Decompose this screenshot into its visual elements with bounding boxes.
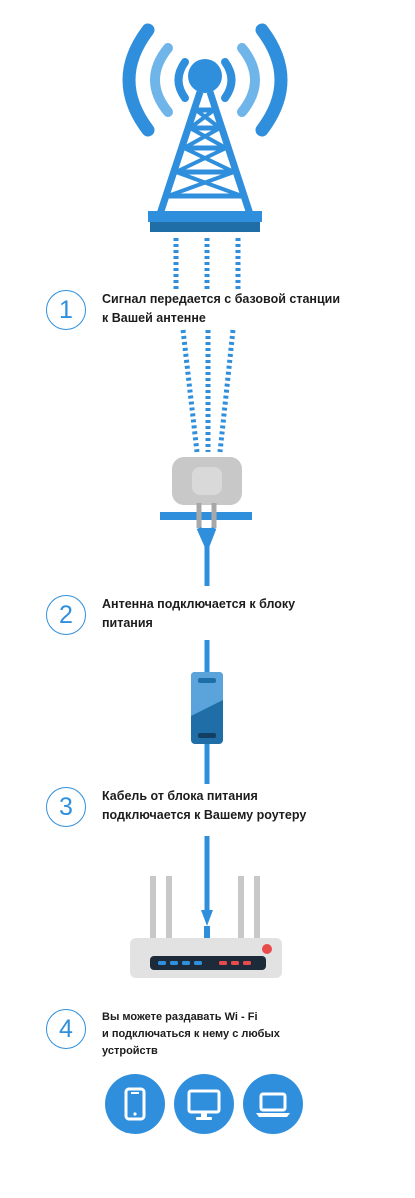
step-text-line: Вы можете раздавать Wi - Fi bbox=[102, 1011, 258, 1023]
step-1: 1 Сигнал передается с базовой станции к … bbox=[46, 290, 406, 350]
step-description: Антенна подключается к блоку питания bbox=[102, 595, 402, 633]
step-text-line: Кабель от блока питания bbox=[102, 789, 258, 803]
power-supply-icon bbox=[191, 672, 223, 744]
step-text-line: питания bbox=[102, 616, 153, 630]
step-number: 4 bbox=[46, 1009, 86, 1049]
cell-tower-icon bbox=[122, 23, 288, 232]
step-4: 4 Вы можете раздавать Wi - Fi и подключа… bbox=[46, 1009, 406, 1069]
laptop-icon bbox=[243, 1074, 303, 1134]
monitor-icon bbox=[174, 1074, 234, 1134]
step-number: 3 bbox=[46, 787, 86, 827]
step-2: 2 Антенна подключается к блоку питания bbox=[46, 595, 406, 655]
signal-lines bbox=[173, 238, 241, 453]
step-text-line: Антенна подключается к блоку bbox=[102, 597, 296, 611]
step-description: Кабель от блока питания подключается к В… bbox=[102, 787, 402, 825]
step-text-line: к Вашей антенне bbox=[102, 311, 206, 325]
step-description: Сигнал передается с базовой станции к Ва… bbox=[102, 290, 402, 328]
step-text-line: подключается к Вашему роутеру bbox=[102, 808, 307, 822]
step-text-line: устройств bbox=[102, 1045, 158, 1057]
step-description: Вы можете раздавать Wi - Fi и подключать… bbox=[102, 1009, 402, 1060]
step-text-line: Сигнал передается с базовой станции bbox=[102, 292, 341, 306]
smartphone-icon bbox=[105, 1074, 165, 1134]
step-text-line: и подключаться к нему с любых bbox=[102, 1028, 280, 1040]
step-number: 1 bbox=[46, 290, 86, 330]
router-icon bbox=[130, 876, 282, 978]
step-3: 3 Кабель от блока питания подключается к… bbox=[46, 787, 406, 847]
step-number: 2 bbox=[46, 595, 86, 635]
antenna-icon bbox=[160, 457, 252, 549]
